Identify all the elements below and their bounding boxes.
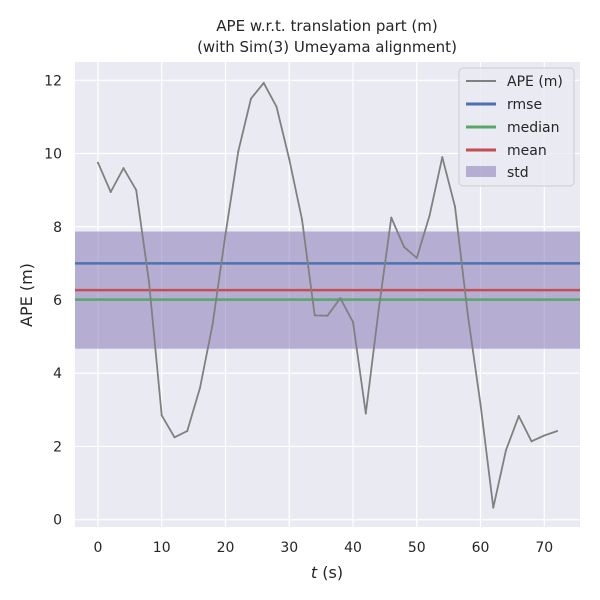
chart-title-line2: (with Sim(3) Umeyama alignment): [197, 38, 457, 56]
ape-data-point: [237, 150, 240, 153]
ape-data-point: [249, 97, 252, 100]
x-tick-label: 0: [93, 540, 102, 556]
ape-data-point: [530, 440, 533, 443]
legend-swatch-std: [466, 166, 496, 177]
legend-label-ape: APE (m): [507, 74, 563, 90]
ape-data-point: [160, 414, 163, 417]
series-layer: [96, 81, 559, 509]
y-tick-label: 2: [53, 439, 62, 455]
ape-data-point: [543, 434, 546, 437]
ape-data-point: [96, 161, 99, 164]
x-tick-label: 60: [472, 540, 490, 556]
chart-title-line1: APE w.r.t. translation part (m): [216, 17, 437, 35]
ape-data-point: [403, 245, 406, 248]
legend-label-mean: mean: [507, 143, 547, 159]
ape-data-point: [326, 314, 329, 317]
ape-data-point: [211, 322, 214, 325]
ape-data-point: [288, 158, 291, 161]
y-tick-label: 12: [44, 73, 62, 89]
y-axis-label: APE (m): [17, 263, 36, 327]
x-axis-label: t (s): [311, 563, 343, 582]
legend-frame: [458, 67, 575, 187]
ape-data-point: [173, 436, 176, 439]
ape-data-point: [454, 205, 457, 208]
x-tick-label: 50: [408, 540, 426, 556]
ape-data-point: [466, 313, 469, 316]
y-tick-label: 10: [44, 147, 62, 163]
ape-data-point: [428, 214, 431, 217]
x-axis-label-unit: (s): [317, 563, 343, 582]
x-tick-label: 10: [153, 540, 171, 556]
stat-lines-layer: [75, 262, 580, 301]
ape-data-point: [390, 216, 393, 219]
ape-data-point: [147, 280, 150, 283]
ape-data-point: [186, 430, 189, 433]
ape-data-point: [313, 314, 316, 317]
legend-label-median: median: [507, 120, 559, 136]
x-tick-label: 30: [280, 540, 298, 556]
ape-data-point: [262, 81, 265, 84]
y-tick-label: 0: [53, 513, 62, 529]
ape-data-point: [492, 506, 495, 509]
y-tick-labels: 0 2 4 6 8 10 12: [44, 73, 62, 528]
ape-data-point: [109, 190, 112, 193]
ape-data-point: [517, 415, 520, 418]
ape-data-point: [505, 449, 508, 452]
ape-data-point: [415, 256, 418, 259]
x-axis-label-var: t: [311, 563, 318, 582]
ape-data-point: [224, 233, 227, 236]
ape-data-point: [300, 218, 303, 221]
x-tick-labels: 0 10 20 30 40 50 60 70: [93, 540, 553, 556]
legend: APE (m) rmse median mean std: [458, 67, 575, 187]
ape-data-point: [275, 105, 278, 108]
ape-data-point: [198, 386, 201, 389]
x-tick-label: 20: [217, 540, 235, 556]
ape-data-point: [479, 403, 482, 406]
ape-data-point: [339, 297, 342, 300]
x-tick-label: 70: [535, 540, 553, 556]
ape-data-point: [364, 412, 367, 415]
y-tick-label: 8: [53, 220, 62, 236]
x-tick-label: 40: [344, 540, 362, 556]
legend-label-std: std: [507, 165, 529, 181]
ape-data-point: [377, 309, 380, 312]
ape-data-point: [135, 189, 138, 192]
ape-data-point: [441, 156, 444, 159]
ape-data-point: [352, 320, 355, 323]
y-tick-label: 4: [53, 366, 62, 382]
legend-label-rmse: rmse: [507, 97, 542, 113]
ape-data-point: [122, 167, 125, 170]
y-tick-label: 6: [53, 293, 62, 309]
ape-data-point: [556, 430, 559, 433]
